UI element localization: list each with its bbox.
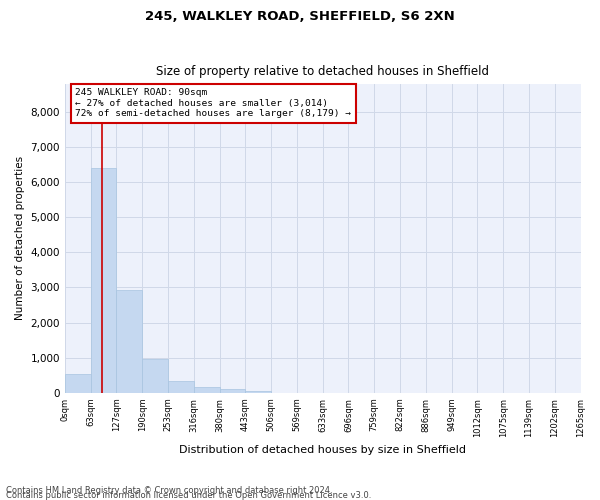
Title: Size of property relative to detached houses in Sheffield: Size of property relative to detached ho… xyxy=(156,66,489,78)
Text: 245 WALKLEY ROAD: 90sqm
← 27% of detached houses are smaller (3,014)
72% of semi: 245 WALKLEY ROAD: 90sqm ← 27% of detache… xyxy=(75,88,351,118)
Y-axis label: Number of detached properties: Number of detached properties xyxy=(15,156,25,320)
Bar xyxy=(168,381,194,393)
Bar xyxy=(245,390,271,393)
Text: Contains public sector information licensed under the Open Government Licence v3: Contains public sector information licen… xyxy=(6,491,371,500)
Text: Contains HM Land Registry data © Crown copyright and database right 2024.: Contains HM Land Registry data © Crown c… xyxy=(6,486,332,495)
Text: 245, WALKLEY ROAD, SHEFFIELD, S6 2XN: 245, WALKLEY ROAD, SHEFFIELD, S6 2XN xyxy=(145,10,455,23)
Bar xyxy=(142,359,168,393)
Bar xyxy=(116,290,142,393)
X-axis label: Distribution of detached houses by size in Sheffield: Distribution of detached houses by size … xyxy=(179,445,466,455)
Bar xyxy=(220,390,245,393)
Bar xyxy=(91,168,116,393)
Bar xyxy=(65,374,91,393)
Bar xyxy=(194,388,220,393)
